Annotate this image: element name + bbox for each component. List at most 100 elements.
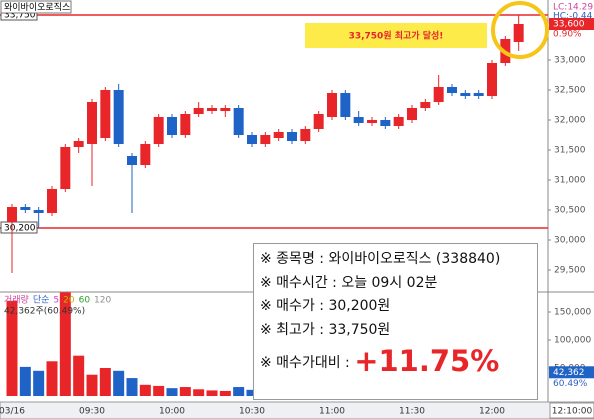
volume-bar: [86, 374, 98, 396]
reference-label: 33,750: [4, 11, 36, 21]
info-box: ※ 종목명 : 와이바이오로직스 (338840) ※ 매수시간 : 오늘 09…: [253, 243, 538, 400]
volume-bar: [246, 389, 258, 396]
y-tick-label: 32,000: [554, 116, 586, 126]
candle-body: [20, 207, 31, 210]
last-price-box: [549, 18, 594, 30]
candle-body: [7, 207, 17, 222]
info-line: ※ 매수시간 : 오늘 09시 02분: [260, 274, 438, 291]
y-tick-label: 31,500: [554, 146, 586, 156]
reference-label-box: [0, 221, 38, 234]
right-label: LC:14.29: [553, 3, 593, 13]
candle-body: [340, 93, 351, 117]
candle-body: [447, 87, 457, 93]
candle-body: [300, 129, 311, 141]
time-end-box: [549, 402, 594, 419]
volume-bar: [19, 366, 31, 396]
candle-body: [140, 144, 151, 165]
candle-body: [460, 93, 471, 96]
volume-bar: [99, 368, 111, 396]
stock-name-box: [0, 0, 72, 14]
right-label: 0.90%: [553, 30, 582, 40]
volume-info: 42,362주(60.49%): [4, 306, 85, 317]
reference-label: 30,200: [4, 224, 36, 234]
info-line: ※ 최고가 : 33,750원: [260, 321, 391, 338]
candle-body: [47, 189, 57, 213]
x-tick-label: 12:00: [479, 407, 505, 417]
x-tick-label: 11:00: [319, 407, 345, 417]
volume-ratio: 60.49%: [553, 379, 588, 389]
candle-body: [220, 108, 231, 111]
last-volume-box: [549, 366, 594, 379]
volume-bar: [33, 370, 45, 396]
volume-bar: [73, 355, 85, 396]
annotation-box: [305, 23, 487, 48]
volume-bar: [153, 385, 165, 396]
y-tick-label: 30,500: [554, 206, 586, 216]
stock-name: 와이바이오로직스: [4, 1, 70, 13]
volume-legend-item: 거래량: [4, 294, 29, 306]
candle-body: [487, 63, 497, 96]
candle-body: [513, 24, 524, 42]
x-tick-label: 09:30: [79, 407, 105, 417]
candle-body: [327, 93, 337, 117]
candle-body: [100, 90, 111, 138]
candle-body: [260, 135, 271, 144]
candle-body: [473, 93, 484, 96]
info-line: ※ 매수가대비 : +11.75%: [260, 347, 537, 376]
x-tick-label: 10:30: [239, 407, 265, 417]
highlight-circle: [491, 1, 549, 59]
volume-legend-item: 5: [53, 296, 59, 306]
candle-body: [73, 141, 84, 147]
volume-legend-item: 60: [79, 296, 91, 306]
candle-body: [127, 156, 137, 165]
volume-legend-item: 단순: [33, 295, 50, 306]
candle-body: [193, 108, 204, 114]
volume-bar: [179, 387, 191, 396]
y-tick-label: 31,000: [554, 176, 586, 186]
y-tick-label: 30,000: [554, 236, 586, 246]
y-tick-label: 32,500: [554, 86, 586, 96]
candle-body: [393, 117, 404, 126]
candle-body: [380, 120, 391, 126]
candle-body: [287, 132, 297, 141]
candle-body: [87, 102, 97, 144]
volume-bar: [59, 292, 71, 396]
candle-body: [207, 108, 217, 111]
y-tick-label: 100,000: [554, 336, 591, 346]
candle-body: [60, 147, 71, 189]
info-line: ※ 종목명 : 와이바이오로직스 (338840): [260, 251, 501, 267]
volume-bar: [126, 378, 138, 396]
candle-body: [367, 120, 377, 123]
last-price-label: 33,600: [553, 20, 585, 30]
candle-body: [33, 210, 44, 213]
volume-bar: [206, 390, 218, 396]
candle-body: [113, 90, 124, 144]
candle-body: [167, 117, 177, 135]
volume-bar: [166, 388, 178, 396]
volume-bar: [139, 384, 151, 396]
volume-legend-item: 20: [63, 296, 75, 306]
candle-body: [273, 132, 284, 138]
y-tick-label: 150,000: [554, 308, 591, 318]
candle-body: [407, 108, 417, 120]
candle-body: [233, 108, 244, 135]
candle-body: [247, 135, 257, 144]
volume-bar: [113, 370, 125, 396]
right-label: HC:-0.44: [553, 12, 593, 22]
volume-bar: [6, 300, 18, 396]
volume-bar: [193, 389, 205, 396]
y-tick-label: 33,000: [554, 56, 586, 66]
info-line: ※ 매수가 : 30,200원: [260, 298, 391, 314]
info-change: +11.75%: [354, 344, 500, 378]
volume-bar: [46, 361, 58, 396]
candle-body: [420, 102, 431, 108]
volume-legend-item: 120: [94, 296, 111, 306]
volume-bar: [219, 390, 231, 396]
candle-body: [153, 117, 164, 144]
time-end-label: 12:10:00: [552, 407, 593, 417]
candle-body: [353, 117, 364, 123]
time-axis: [0, 401, 594, 419]
info-label: ※ 매수가대비 :: [260, 355, 350, 371]
candle-body: [313, 114, 324, 129]
